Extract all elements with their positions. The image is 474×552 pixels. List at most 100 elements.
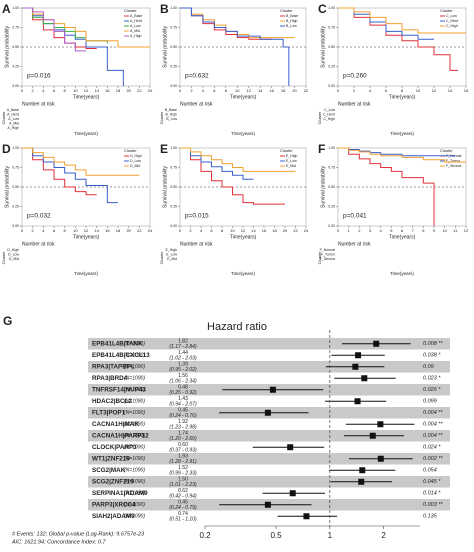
y-tick-label: 0.75 [12,165,19,169]
x-axis-title: Time(years) [230,234,257,240]
hr-label: 1.92 [178,419,188,425]
risk-row-label: A_Herd [7,112,19,116]
risk-title: Number at risk [180,101,213,107]
y-tick-label: 0.75 [328,25,335,29]
y-axis-title: Survival probability [162,166,168,208]
x-axis-title: Time(years) [389,94,416,100]
survival-curve [180,7,272,40]
row-n: (N=1090) [124,364,145,370]
significance: * [438,479,441,485]
x-tick-label: 0 [179,228,182,233]
significance: ** [438,456,443,462]
ci-label: (1.20 - 2.60) [169,436,197,442]
row-band [88,361,450,373]
risk-row-label: C_High [323,117,335,121]
ci-label: (0.51 - 1.10) [169,516,197,522]
risk-row-label: D_High [7,248,19,252]
hr-label: 1.43 [178,396,188,402]
ci-label: (1.02 - 2.03) [169,355,197,361]
p-value: 0.004 ** [423,410,443,416]
x-tick-label: 10 [416,88,421,93]
x-tick-label: 3 [369,228,372,233]
x-tick-label: 12 [84,88,89,93]
p-number: 0.023 [423,376,438,382]
y-tick-label: 0.25 [328,204,335,208]
y-tick-label: 0.75 [170,165,177,169]
y-tick-label: 0.00 [170,84,177,88]
significance: * [438,491,441,497]
y-tick-label: 0.25 [12,64,19,68]
legend-label: A_Herd [130,19,142,23]
y-tick-label: 0.50 [328,185,335,189]
significance: ** [438,341,443,347]
risk-title: Number at risk [338,241,371,247]
significance: ** [438,422,443,428]
row-name: SCG2|ZNF219 [92,478,134,485]
survival-curve [338,7,466,34]
survival-curve [338,7,434,40]
x-tick-label: 2 [381,531,386,540]
ci-label: (0.99 - 2.33) [169,470,197,476]
p-number: 0.004 [423,433,437,439]
risk-title: Number at risk [338,101,371,107]
y-tick-label: 0.25 [328,64,335,68]
x-tick-label: 8 [221,228,224,233]
risk-x-title: Time(years) [231,131,255,136]
ci-label: (0.24 - 0.76) [169,413,197,419]
y-axis-title: Survival probability [162,26,168,68]
survival-curve [180,147,285,205]
p-number: 0.003 [423,502,438,508]
legend-title: Cluster [440,148,453,153]
x-tick-label: 22 [137,88,142,93]
row-name: PARP3|XRCC4 [92,501,136,508]
x-tick-label: 20 [292,88,297,93]
survival-curve [338,147,435,226]
risk-row-label: E_High [166,248,178,252]
x-tick-label: 4 [42,228,45,233]
p-number: 0.014 [423,491,437,497]
hr-box [264,409,271,416]
x-tick-label: 22 [293,228,298,233]
row-name: TNFRSF14|NUP43 [92,386,146,393]
p-value: 0.023 * [423,376,441,382]
hr-label: 1.44 [178,350,188,356]
hr-box [354,398,361,405]
y-tick-label: 1.00 [170,146,177,150]
y-axis-title: Survival probability [320,166,326,208]
y-tick-label: 1.00 [170,6,177,10]
risk-axis-title: Cluster [159,251,164,264]
row-n: (N=1090) [124,410,145,416]
x-tick-label: 4 [202,88,205,93]
x-tick-label: 18 [281,88,286,93]
y-axis-title: Survival probability [4,166,10,208]
p-value: p=0.015 [185,213,209,220]
x-tick-label: 6 [53,88,56,93]
x-tick-label: 10 [230,228,235,233]
legend-title: Cluster [280,148,293,153]
hr-label: 1.56 [178,373,188,379]
x-tick-label: 24 [148,228,153,233]
hr-label: 0.48 [178,385,188,391]
x-tick-label: 12 [464,228,469,233]
survival-curve [180,7,290,86]
p-value: p=0.632 [185,73,209,80]
hr-box [377,421,384,428]
x-tick-label: 2 [32,228,35,233]
hr-label: 0.45 [178,408,188,414]
row-n: (N=1090) [124,387,145,393]
hr-label: 0.62 [178,488,188,494]
p-value: 0.004 ** [423,433,443,439]
survival-curve [22,147,118,204]
legend-label: C_Low [446,14,457,18]
x-tick-label: 24 [148,88,153,93]
row-n: (N=1090) [124,353,145,359]
row-n: (N=1090) [124,491,145,497]
row-n: (N=1090) [124,468,145,474]
risk-row-label: C_Low [324,108,335,112]
p-value: 0.135 [423,514,438,520]
row-name: CLOCK|PARP3 [92,444,137,451]
risk-x-title: Time(years) [231,271,255,276]
hr-box [303,513,310,520]
hr-box [269,386,276,393]
p-number: 0.054 [423,468,437,474]
